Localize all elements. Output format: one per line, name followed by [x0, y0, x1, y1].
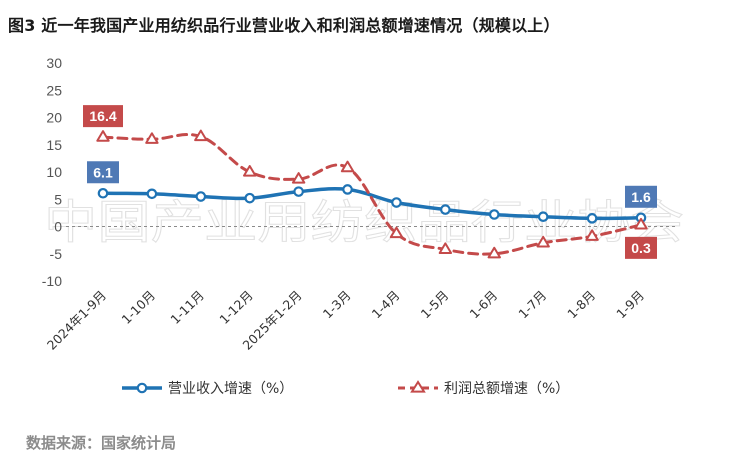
legend-label: 利润总额增速（%） [444, 381, 569, 397]
data-point [537, 211, 549, 222]
x-tick-label: 1-7月 [515, 288, 549, 322]
y-tick-label: 5 [54, 191, 62, 207]
x-tick-label: 1-12月 [216, 288, 256, 328]
y-tick-label: 20 [46, 110, 62, 126]
y-tick-label: 10 [46, 164, 62, 180]
data-label: 6.1 [87, 161, 119, 184]
data-point [586, 213, 598, 224]
x-tick-label: 1-3月 [320, 288, 354, 322]
series-revenue [97, 184, 647, 224]
data-label-box [83, 105, 123, 128]
data-point [585, 229, 599, 241]
source-note: 数据来源：国家统计局 [26, 434, 177, 452]
legend-swatch-marker [410, 380, 426, 393]
y-tick-label: 25 [46, 82, 62, 98]
y-tick-label: 0 [54, 219, 62, 235]
data-point [634, 217, 648, 230]
x-tick-label: 1-9月 [613, 288, 647, 322]
data-point [244, 192, 256, 204]
y-tick-label: -10 [42, 273, 62, 289]
y-tick-label: -5 [50, 246, 63, 262]
x-tick-label: 1-10月 [119, 288, 159, 328]
data-label: 16.4 [83, 105, 123, 128]
data-label: 0.3 [625, 236, 657, 259]
data-labels: 16.4 6.1 1.6 0.3 [83, 105, 657, 259]
data-point [488, 209, 500, 220]
chart-title: 图3 近一年我国产业用纺织品行业营业收入和利润总额增速情况（规模以上） [8, 16, 560, 35]
data-point [340, 160, 355, 173]
legend-item-profit: 利润总额增速（%） [398, 380, 569, 397]
data-point [391, 197, 402, 208]
legend-swatch-marker [136, 382, 148, 394]
x-tick-label: 1-5月 [418, 288, 452, 322]
data-point [389, 226, 404, 239]
data-point [438, 242, 453, 254]
data-point [342, 184, 353, 195]
y-tick-label: 15 [46, 137, 62, 153]
data-point [194, 129, 208, 142]
x-tick-label: 2024年1-9月 [44, 288, 109, 353]
data-point [440, 204, 451, 215]
data-label: 1.6 [625, 185, 657, 208]
data-label-text: 6.1 [93, 164, 113, 180]
data-point [243, 165, 257, 177]
data-label-box [625, 185, 657, 208]
watermark: 中国产业用纺织品行业协会 [44, 195, 684, 249]
data-label-text: 0.3 [631, 240, 651, 256]
x-tick-label: 1-4月 [369, 288, 403, 322]
data-point [487, 246, 501, 259]
data-point [97, 187, 109, 199]
data-point [96, 130, 110, 142]
data-point [146, 188, 158, 200]
data-label-text: 1.6 [631, 189, 651, 205]
legend-item-revenue: 营业收入增速（%） [122, 381, 293, 397]
data-point [291, 172, 306, 184]
x-tick-label: 1-11月 [167, 288, 207, 328]
y-tick-label: 30 [46, 55, 62, 71]
data-label-box [625, 236, 657, 259]
legend: 营业收入增速（%） 利润总额增速（%） [122, 380, 569, 397]
series-layer [96, 129, 648, 259]
data-point [195, 191, 207, 202]
data-label-box [87, 161, 119, 184]
series-profit [96, 129, 648, 259]
legend-label: 营业收入增速（%） [168, 381, 293, 397]
y-axis: 30 25 20 15 10 5 0 -5 -10 [42, 55, 62, 289]
data-label-text: 16.4 [89, 108, 116, 124]
data-point [293, 186, 304, 197]
x-tick-label: 1-8月 [564, 288, 598, 322]
data-point [536, 235, 550, 248]
x-tick-label: 1-6月 [467, 288, 501, 322]
data-point [145, 132, 159, 144]
